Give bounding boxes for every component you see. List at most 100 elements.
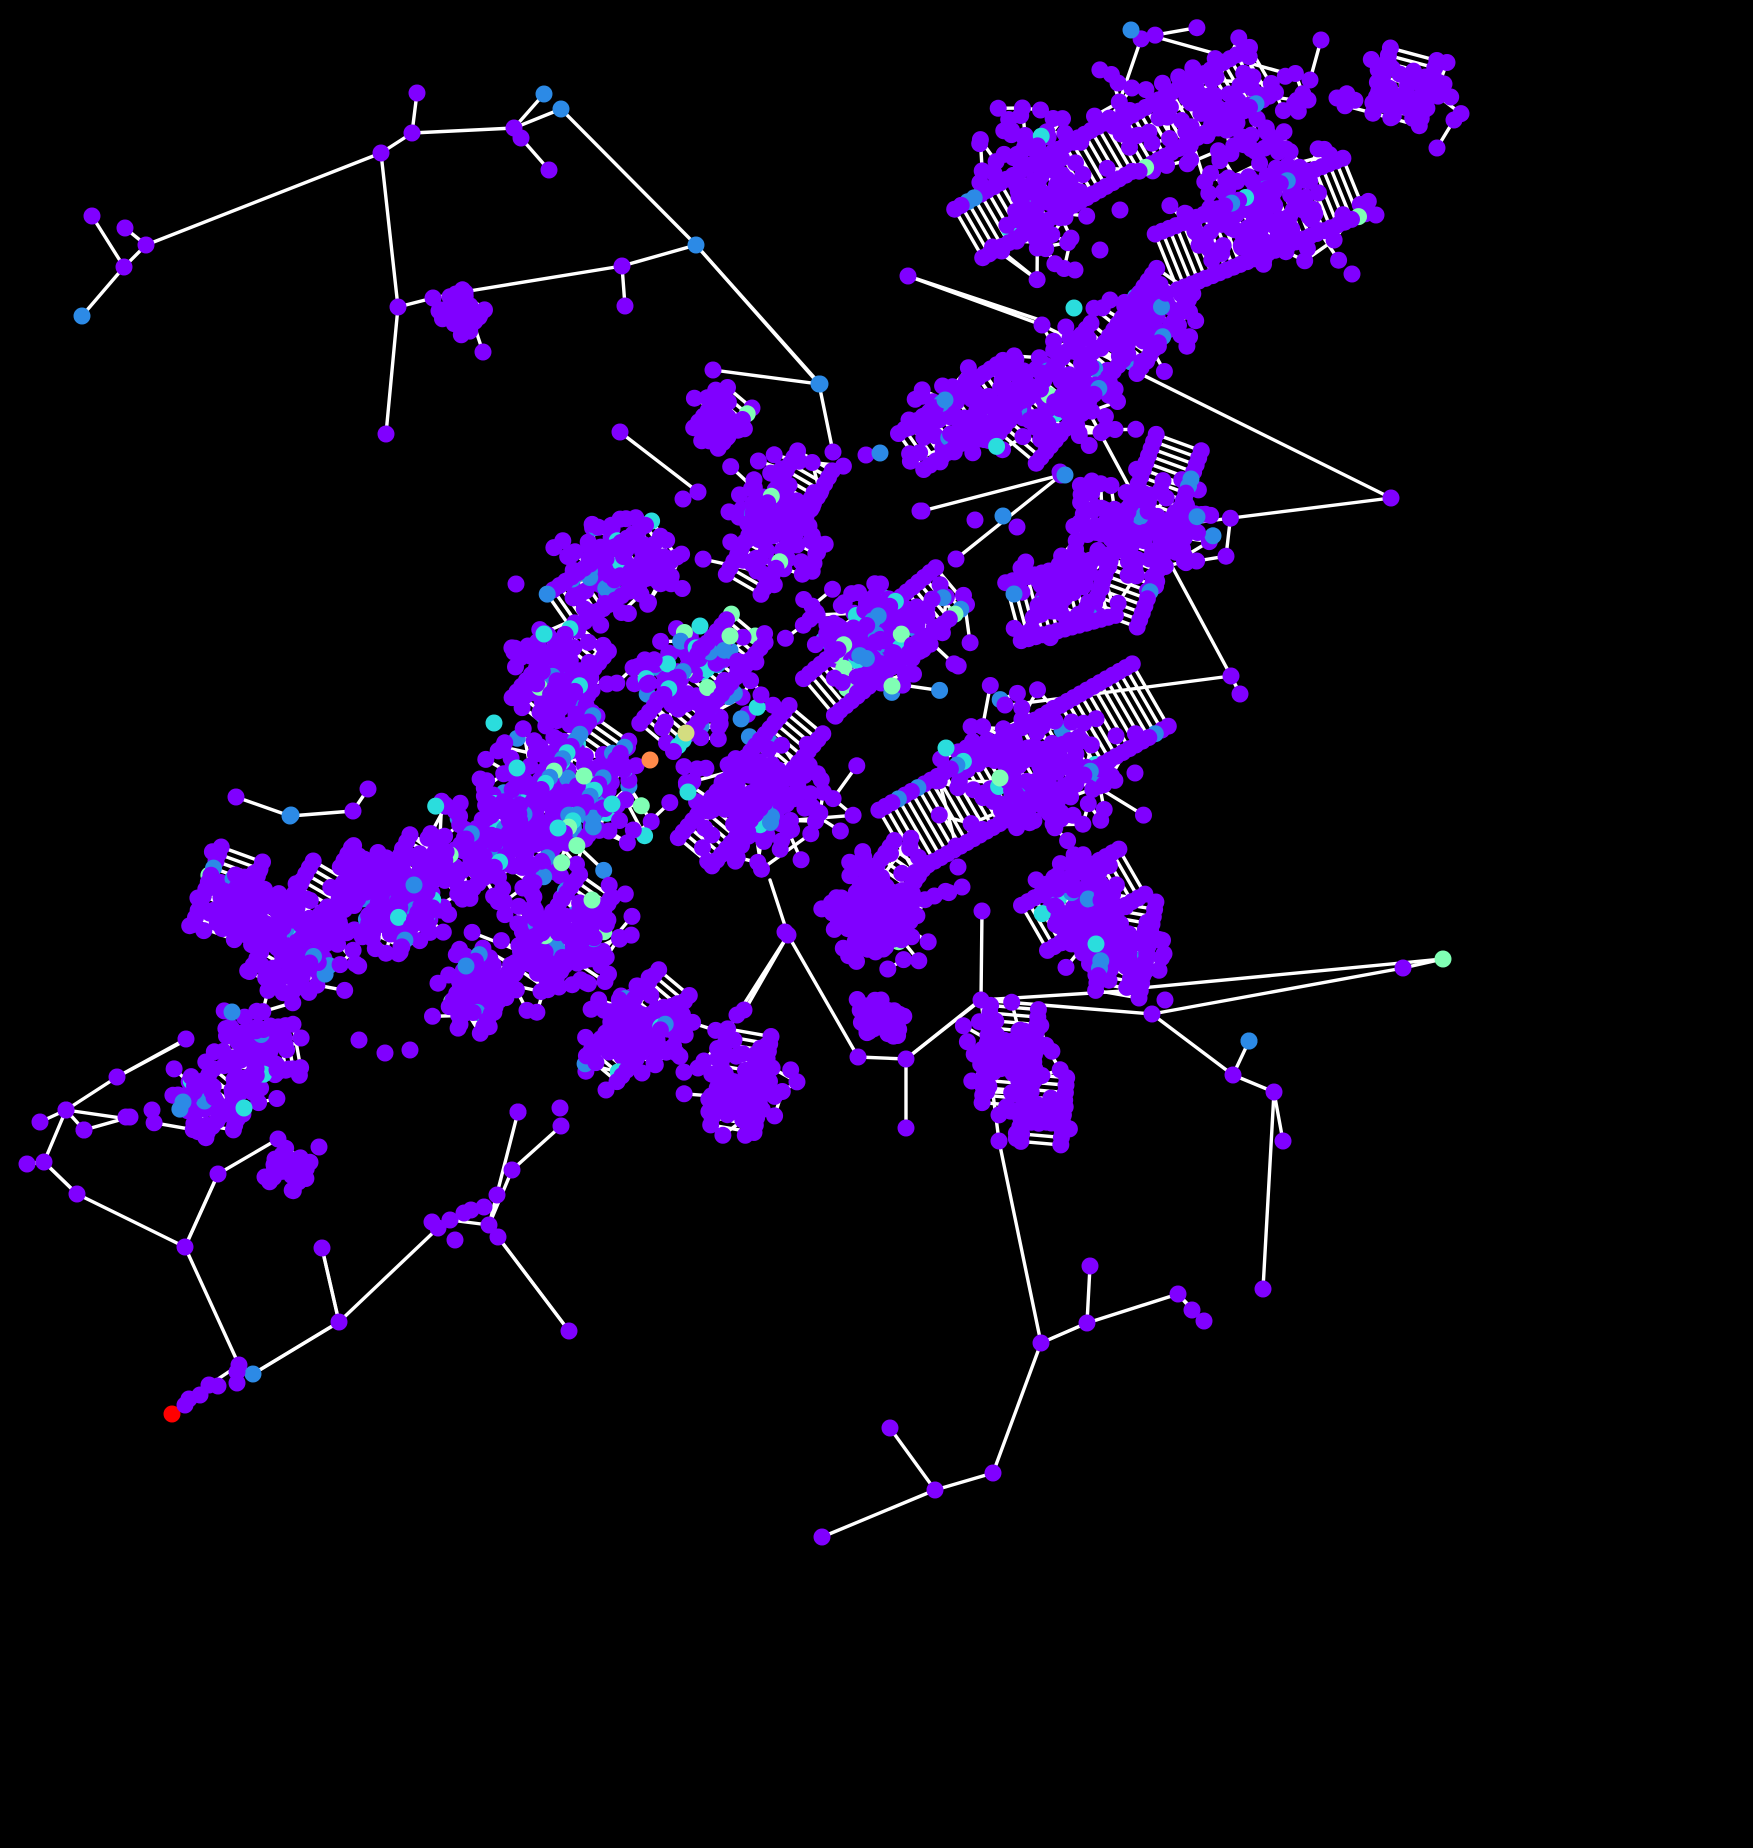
graph-edge-77 — [288, 809, 355, 818]
graph-edge-65 — [337, 1226, 440, 1324]
graph-node-377 — [1403, 72, 1420, 90]
graph-node-91 — [1275, 123, 1293, 141]
graph-node-626 — [1129, 316, 1147, 334]
graph-edge-28 — [1150, 966, 1405, 1016]
graph-node-745 — [1127, 420, 1145, 438]
graph-node-398 — [1364, 104, 1382, 122]
graph-node-873 — [913, 387, 931, 405]
graph-node-622 — [1181, 328, 1199, 346]
graph-edge-97 — [743, 933, 790, 1012]
graph-edge-2022 — [1130, 662, 1170, 728]
graph-node-504 — [1025, 172, 1043, 190]
graph-node-494 — [1074, 166, 1092, 184]
graph-node-271 — [1202, 223, 1219, 240]
graph-node-249 — [1249, 231, 1267, 248]
graph-edge-18 — [384, 305, 400, 436]
graph-node-231 — [1266, 196, 1284, 214]
graph-edge-2023 — [1124, 665, 1164, 732]
graph-node-556 — [946, 200, 964, 218]
graph-edge-106 — [496, 1235, 571, 1333]
graph-node-879 — [1020, 411, 1038, 429]
graph-edge-2053 — [929, 778, 969, 845]
graph-node-257 — [1315, 140, 1333, 158]
graph-node-618 — [1187, 312, 1205, 330]
graph-edge-2155 — [1026, 899, 1056, 949]
graph-node-47 — [1146, 26, 1164, 44]
graph-edge-45 — [1085, 1264, 1092, 1325]
graph-node-453 — [1028, 271, 1046, 289]
graph-node-584 — [1155, 363, 1173, 380]
graph-node-506 — [1010, 188, 1028, 206]
graph-edge-7 — [410, 126, 516, 135]
graph-edge-377 — [1174, 223, 1201, 283]
graph-node-805 — [1027, 454, 1045, 472]
graph-edge-2031 — [1072, 695, 1112, 762]
graph-node-255 — [1282, 186, 1300, 204]
graph-edge-54 — [183, 1245, 241, 1367]
graph-edge-2025 — [1111, 673, 1151, 740]
graph-edge-4 — [144, 151, 383, 247]
graph-edge-2156 — [1019, 903, 1050, 953]
graph-node-699 — [1080, 437, 1098, 454]
graph-node-883 — [979, 389, 997, 407]
graph-edge-104 — [115, 1038, 188, 1079]
graph-node-219 — [1202, 165, 1220, 182]
graph-node-247 — [1200, 184, 1218, 202]
graph-node-613 — [1153, 298, 1170, 316]
graph-edge-129 — [1117, 37, 1143, 104]
graph-node-114 — [1192, 104, 1210, 122]
graph-edge-2141 — [1117, 847, 1147, 896]
graph-node-167 — [1161, 197, 1179, 215]
graph-edge-100 — [320, 1246, 341, 1324]
graph-node-700 — [1014, 428, 1032, 446]
graph-edge-357 — [1313, 167, 1340, 227]
graph-edge-2154 — [1032, 896, 1063, 945]
graph-edge-0 — [80, 265, 126, 318]
graph-edge-33 — [1261, 1090, 1276, 1291]
graph-node-920 — [890, 425, 907, 442]
graph-node-825 — [964, 444, 982, 462]
graph-edge-58 — [42, 1108, 68, 1164]
graph-edge-46 — [1085, 1292, 1180, 1325]
graph-edge-19 — [379, 151, 400, 309]
graph-node-272 — [1219, 169, 1237, 187]
graph-edge-40 — [991, 1341, 1043, 1475]
graph-node-105 — [1197, 89, 1214, 107]
graph-node-265 — [1222, 219, 1240, 237]
graph-node-490 — [1002, 126, 1020, 144]
graph-node-761 — [1046, 393, 1064, 411]
graph-node-399 — [1410, 117, 1428, 135]
node-layer — [18, 19, 1470, 1546]
graph-edge-102 — [183, 1172, 220, 1249]
graph-edge-96 — [904, 998, 982, 1061]
graph-node-252 — [1281, 207, 1299, 225]
graph-node-921 — [915, 461, 933, 478]
graph-node-492 — [998, 216, 1016, 234]
graph-node-495 — [1037, 240, 1055, 258]
graph-node-739 — [1096, 421, 1114, 439]
graph-edge-42 — [888, 1426, 937, 1492]
graph-node-507 — [1053, 166, 1071, 183]
graph-node-15 — [1286, 65, 1304, 82]
graph-edge-85 — [920, 473, 1063, 513]
graph-node-662 — [1083, 343, 1101, 361]
graph-edge-378 — [1167, 226, 1194, 286]
graph-edge-2057 — [903, 793, 943, 860]
graph-node-227 — [1330, 251, 1348, 269]
graph-node-657 — [1133, 353, 1151, 370]
graph-node-728 — [1060, 366, 1078, 384]
graph-node-503 — [1007, 202, 1025, 220]
graph-node-448 — [989, 99, 1007, 117]
graph-node-258 — [1304, 200, 1322, 218]
graph-node-757 — [993, 371, 1011, 389]
graph-node-250 — [1178, 155, 1196, 173]
graph-edge-2058 — [896, 797, 937, 863]
graph-edge-549 — [1095, 124, 1128, 177]
graph-node-476 — [1012, 107, 1030, 124]
graph-node-498 — [1036, 186, 1054, 204]
graph-edge-41 — [933, 1471, 995, 1492]
graph-node-557 — [974, 249, 992, 267]
graph-node-50 — [1188, 19, 1206, 37]
graph-node-668 — [1096, 408, 1114, 425]
graph-node-508 — [1044, 110, 1062, 127]
